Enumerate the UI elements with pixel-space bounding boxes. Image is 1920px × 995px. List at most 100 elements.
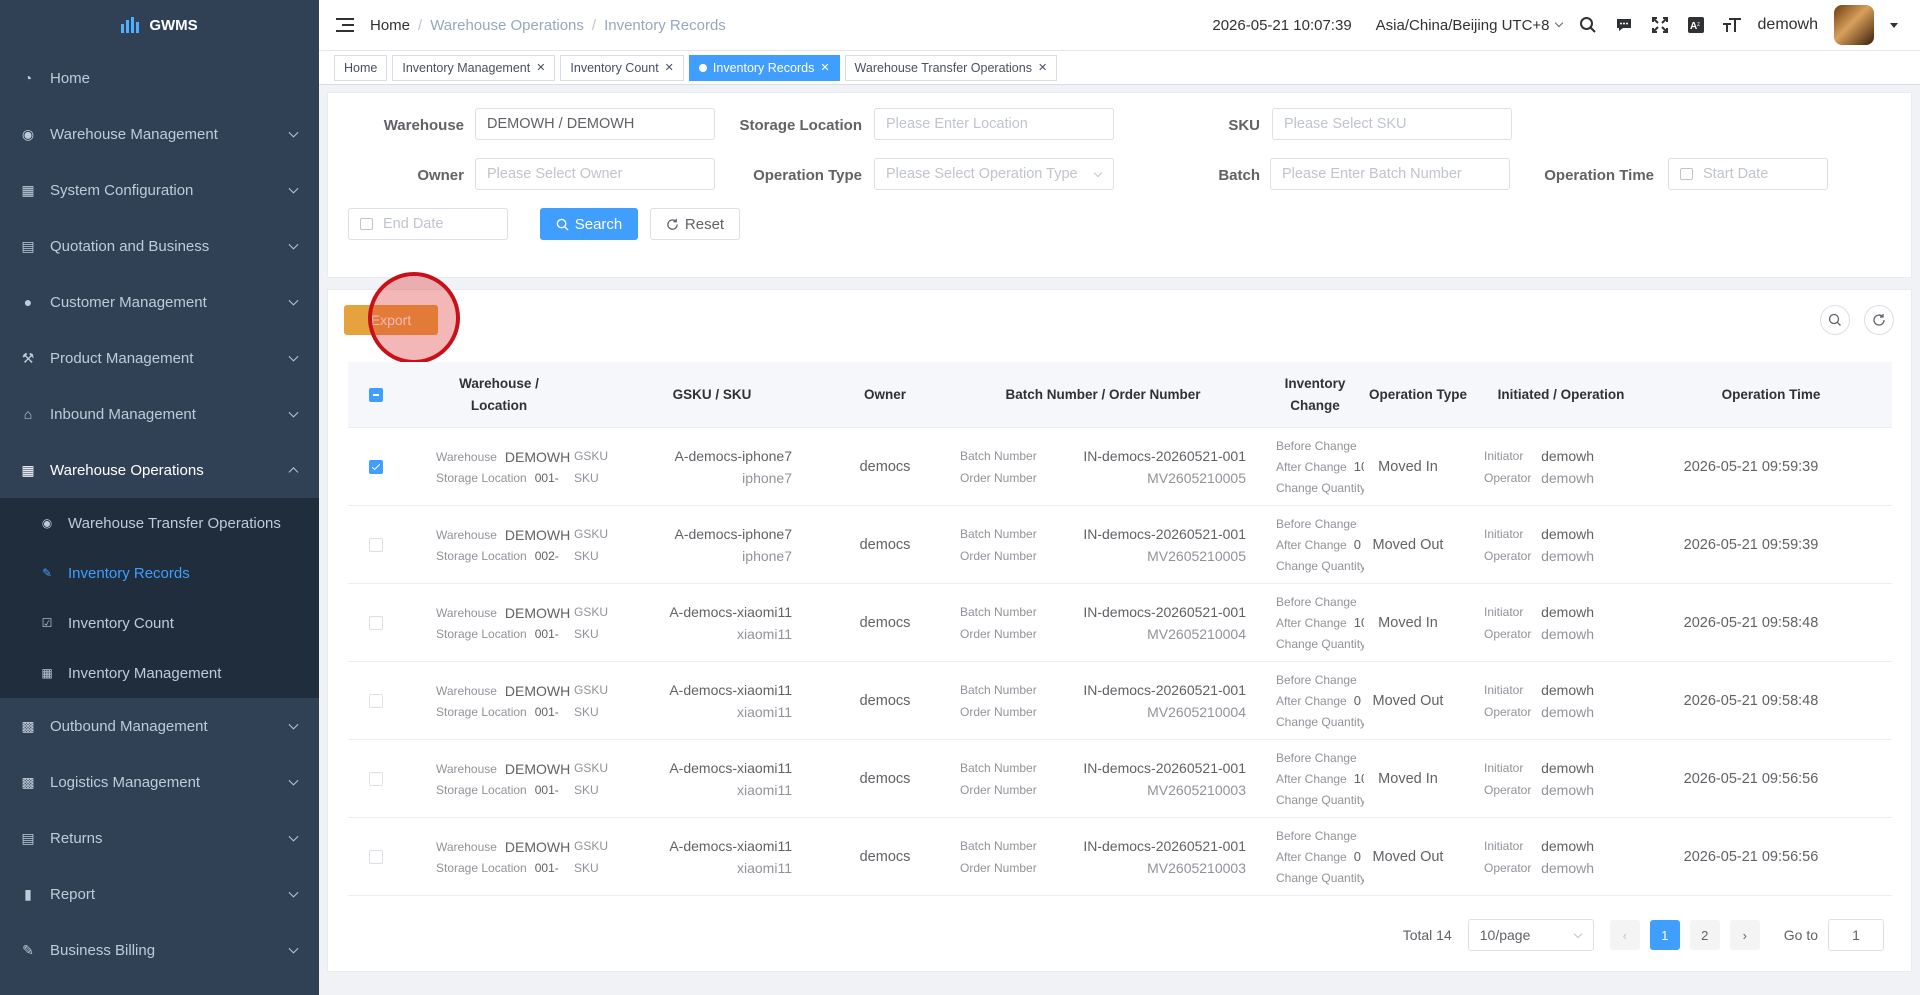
search-button[interactable]: Search (540, 208, 638, 240)
table-row[interactable]: Warehouse DEMOWH Storage Location 001- GSK… (348, 428, 1892, 506)
prev-page-button[interactable]: ‹ (1609, 920, 1640, 950)
header-select-all[interactable] (348, 362, 404, 427)
qty-key: Change Quantity (1276, 636, 1364, 651)
storage-location-input[interactable]: Please Enter Location (874, 108, 1114, 140)
tab-inventory-records[interactable]: Inventory Records ✕ (688, 54, 840, 81)
tab-home[interactable]: Home (334, 54, 388, 81)
sidebar-item-warehouse-transfer[interactable]: ◉ Warehouse Transfer Operations (0, 498, 319, 548)
sidebar-item-customer-management[interactable]: ● Customer Management (0, 274, 319, 330)
calendar-icon (360, 218, 373, 230)
sidebar-item-system-configuration[interactable]: ▦ System Configuration (0, 162, 319, 218)
sidebar-item-inbound-management[interactable]: ⌂ Inbound Management (0, 386, 319, 442)
username[interactable]: demowh (1757, 16, 1818, 33)
close-icon[interactable]: ✕ (820, 62, 830, 74)
goto-page-input[interactable]: 1 (1828, 919, 1884, 951)
logo[interactable]: GWMS (0, 0, 319, 50)
next-page-button[interactable]: › (1729, 920, 1760, 950)
search-icon[interactable] (1578, 15, 1598, 35)
row-select[interactable] (348, 662, 404, 739)
tab-warehouse-transfer[interactable]: Warehouse Transfer Operations ✕ (844, 54, 1058, 81)
sidebar-item-outbound-management[interactable]: ▩ Outbound Management (0, 698, 319, 754)
tab-inventory-count[interactable]: Inventory Count ✕ (560, 54, 684, 81)
location-value: 001- (534, 626, 559, 641)
reset-button[interactable]: Reset (650, 208, 740, 240)
warehouse-label: Warehouse (383, 117, 464, 134)
warehouse-line: Warehouse DEMOWH (436, 527, 574, 543)
sidebar-item-returns[interactable]: ▤ Returns (0, 810, 319, 866)
row-select[interactable] (348, 506, 404, 583)
page-1-button[interactable]: 1 (1649, 920, 1680, 950)
sidebar-item-business-billing[interactable]: ✎ Business Billing (0, 922, 319, 978)
toggle-search-button[interactable] (1820, 305, 1850, 335)
warehouse-key: Warehouse (436, 527, 497, 542)
refresh-button[interactable] (1864, 305, 1894, 335)
owner-select[interactable]: Please Select Owner (475, 158, 715, 190)
sidebar-item-inventory-records[interactable]: ✎ Inventory Records (0, 548, 319, 598)
row-checkbox[interactable] (369, 459, 383, 474)
table-row[interactable]: Warehouse DEMOWH Storage Location 001- GSK… (348, 740, 1892, 818)
breadcrumb-warehouse-operations[interactable]: Warehouse Operations (430, 16, 584, 34)
operation-type-select[interactable]: Please Select Operation Type (874, 158, 1114, 190)
row-checkbox[interactable] (369, 693, 383, 708)
page-2-button[interactable]: 2 (1689, 920, 1720, 950)
location-key: Storage Location (436, 548, 527, 563)
sidebar-item-logistics-management[interactable]: ▩ Logistics Management (0, 754, 319, 810)
export-button[interactable]: Export (344, 305, 438, 335)
select-all-checkbox[interactable] (369, 387, 383, 402)
sidebar-item-inventory-management[interactable]: ▦ Inventory Management (0, 648, 319, 698)
avatar[interactable] (1834, 5, 1874, 45)
row-checkbox[interactable] (369, 615, 383, 630)
sidebar-item-warehouse-management[interactable]: ◉ Warehouse Management (0, 106, 319, 162)
edit-icon: ✎ (41, 566, 53, 580)
sidebar-item-quotation[interactable]: ▤ Quotation and Business (0, 218, 319, 274)
sidebar-item-product-management[interactable]: ⚒ Product Management (0, 330, 319, 386)
initiator-key: Initiator (1484, 526, 1524, 541)
row-select[interactable] (348, 584, 404, 661)
tab-label: Inventory Records (712, 60, 815, 75)
timezone-select[interactable]: Asia/China/Beijing UTC+8 (1376, 17, 1563, 34)
close-icon[interactable]: ✕ (664, 62, 674, 74)
table-row[interactable]: Warehouse DEMOWH Storage Location 002- GSK… (348, 506, 1892, 584)
table-row[interactable]: Warehouse DEMOWH Storage Location 001- GSK… (348, 818, 1892, 896)
close-icon[interactable]: ✕ (536, 62, 546, 74)
chevron-down-icon (288, 943, 299, 954)
sku-select[interactable]: Please Select SKU (1272, 108, 1512, 140)
row-checkbox[interactable] (369, 771, 383, 786)
sidebar-item-report[interactable]: ▮ Report (0, 866, 319, 922)
message-icon[interactable] (1614, 15, 1634, 35)
page-size-select[interactable]: 10/page (1467, 919, 1594, 951)
fullscreen-icon[interactable] (1650, 15, 1670, 35)
tab-inventory-management[interactable]: Inventory Management ✕ (392, 54, 556, 81)
table-icon: ▦ (41, 666, 53, 680)
warehouse-stack: Warehouse DEMOWH Storage Location 001- (436, 839, 574, 875)
sidebar-item-home[interactable]: ◔ Home (0, 50, 319, 106)
batch-input[interactable]: Please Enter Batch Number (1270, 158, 1510, 190)
row-select[interactable] (348, 428, 404, 505)
font-size-icon[interactable] (1722, 15, 1742, 35)
sidebar-item-inventory-count[interactable]: ☑ Inventory Count (0, 598, 319, 648)
caret-down-icon[interactable] (1890, 22, 1898, 28)
table-row[interactable]: Warehouse DEMOWH Storage Location 001- GSK… (348, 662, 1892, 740)
owner-placeholder: Please Select Owner (487, 166, 623, 182)
goto-page-value: 1 (1852, 927, 1860, 943)
end-date-input[interactable]: End Date (348, 208, 508, 240)
hamburger-icon[interactable] (336, 18, 354, 32)
chevron-down-icon (288, 351, 299, 362)
warehouse-value: DEMOWH / DEMOWH (487, 116, 635, 132)
breadcrumb-home[interactable]: Home (370, 16, 411, 34)
row-select[interactable] (348, 818, 404, 895)
sidebar-item-warehouse-operations[interactable]: ▦ Warehouse Operations (0, 442, 319, 498)
row-select[interactable] (348, 740, 404, 817)
table-row[interactable]: Warehouse DEMOWH Storage Location 001- GSK… (348, 584, 1892, 662)
table-header: Warehouse / Location GSKU / SKU Owner Ba… (348, 362, 1892, 428)
cell-warehouse: Warehouse DEMOWH Storage Location 001- (404, 818, 574, 895)
close-icon[interactable]: ✕ (1037, 62, 1048, 74)
warehouse-select[interactable]: DEMOWH / DEMOWH (475, 108, 715, 140)
start-date-input[interactable]: Start Date (1668, 158, 1828, 190)
apps-icon: ▩ (21, 717, 35, 734)
sku-line: SKU xiaomi11 (574, 626, 792, 642)
operator-value: demowh (1541, 547, 1594, 564)
row-checkbox[interactable] (369, 537, 383, 552)
row-checkbox[interactable] (369, 849, 383, 864)
